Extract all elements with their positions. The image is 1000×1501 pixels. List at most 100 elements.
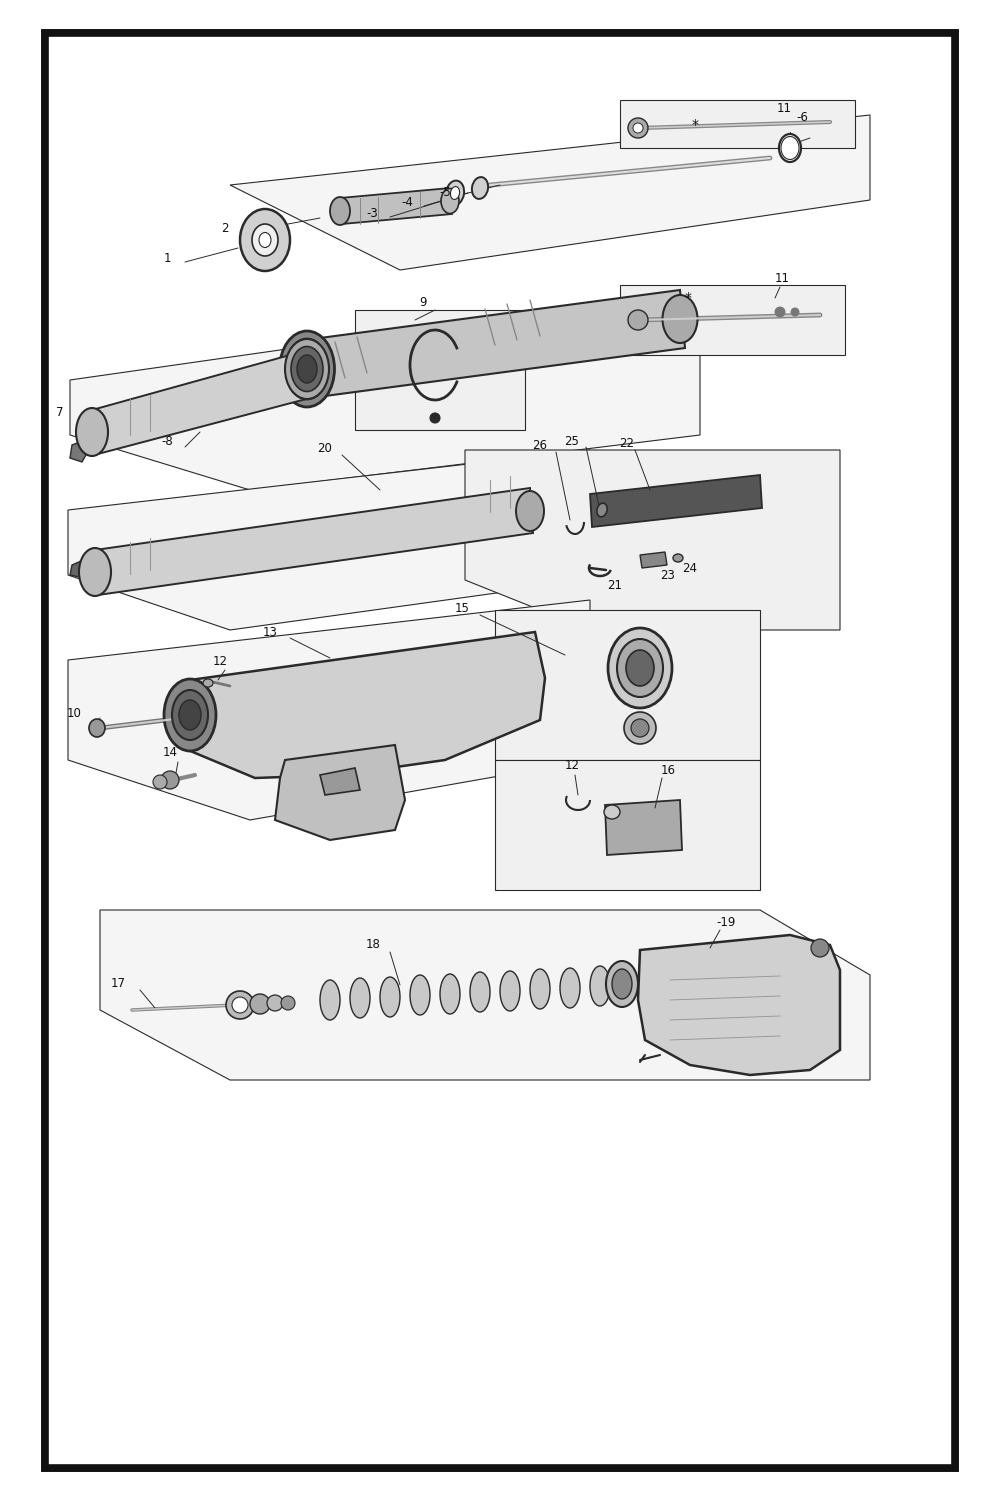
Circle shape xyxy=(281,997,295,1010)
Ellipse shape xyxy=(285,339,329,399)
Circle shape xyxy=(791,308,799,317)
Ellipse shape xyxy=(450,186,460,200)
Ellipse shape xyxy=(440,974,460,1015)
Text: 7: 7 xyxy=(56,405,64,419)
Text: 26: 26 xyxy=(532,438,548,452)
Ellipse shape xyxy=(779,134,801,162)
Circle shape xyxy=(430,413,440,423)
Ellipse shape xyxy=(89,719,105,737)
Text: 20: 20 xyxy=(318,441,332,455)
Circle shape xyxy=(775,308,785,317)
Text: -6: -6 xyxy=(796,111,808,123)
Ellipse shape xyxy=(240,209,290,272)
Polygon shape xyxy=(355,311,525,429)
Ellipse shape xyxy=(203,678,213,687)
Text: *: * xyxy=(692,119,698,132)
Ellipse shape xyxy=(560,968,580,1009)
Ellipse shape xyxy=(259,233,271,248)
Polygon shape xyxy=(68,450,590,630)
Text: 9: 9 xyxy=(419,296,427,309)
Circle shape xyxy=(226,991,254,1019)
Ellipse shape xyxy=(350,979,370,1018)
Polygon shape xyxy=(230,116,870,270)
Text: 24: 24 xyxy=(682,561,698,575)
Text: 16: 16 xyxy=(660,764,676,776)
Ellipse shape xyxy=(606,961,638,1007)
Ellipse shape xyxy=(673,554,683,561)
Text: 17: 17 xyxy=(110,977,126,989)
Ellipse shape xyxy=(530,970,550,1009)
Polygon shape xyxy=(590,474,762,527)
Polygon shape xyxy=(620,101,855,149)
Ellipse shape xyxy=(291,347,323,392)
Text: 25: 25 xyxy=(565,434,579,447)
Polygon shape xyxy=(275,744,405,841)
Polygon shape xyxy=(70,558,90,578)
Polygon shape xyxy=(495,760,760,890)
Text: -5: -5 xyxy=(439,186,451,198)
Circle shape xyxy=(161,772,179,790)
Ellipse shape xyxy=(500,971,520,1012)
Ellipse shape xyxy=(330,197,350,225)
Circle shape xyxy=(811,940,829,958)
Ellipse shape xyxy=(164,678,216,750)
Polygon shape xyxy=(68,600,590,820)
Ellipse shape xyxy=(172,690,208,740)
Circle shape xyxy=(232,997,248,1013)
Ellipse shape xyxy=(446,180,464,206)
Ellipse shape xyxy=(470,973,490,1012)
Ellipse shape xyxy=(286,339,328,399)
Ellipse shape xyxy=(472,177,488,200)
Polygon shape xyxy=(640,552,667,567)
Polygon shape xyxy=(638,935,840,1075)
Text: 13: 13 xyxy=(263,626,277,638)
Circle shape xyxy=(633,123,643,134)
Ellipse shape xyxy=(297,356,317,383)
Text: 12: 12 xyxy=(564,758,580,772)
Polygon shape xyxy=(92,350,310,455)
Text: -3: -3 xyxy=(366,207,378,219)
Ellipse shape xyxy=(179,699,201,729)
Circle shape xyxy=(624,711,656,744)
Ellipse shape xyxy=(252,224,278,257)
Text: 15: 15 xyxy=(455,602,469,614)
Ellipse shape xyxy=(662,296,698,344)
Ellipse shape xyxy=(608,627,672,708)
Text: 11: 11 xyxy=(774,272,790,285)
Polygon shape xyxy=(620,285,845,356)
Polygon shape xyxy=(465,450,840,630)
Polygon shape xyxy=(305,290,685,398)
Ellipse shape xyxy=(626,650,654,686)
Ellipse shape xyxy=(79,548,111,596)
Text: 22: 22 xyxy=(620,437,635,449)
Ellipse shape xyxy=(320,980,340,1021)
Polygon shape xyxy=(70,440,87,462)
Text: *: * xyxy=(684,291,692,305)
Ellipse shape xyxy=(280,332,334,407)
Text: 2: 2 xyxy=(221,222,229,234)
Ellipse shape xyxy=(590,967,610,1006)
Text: 21: 21 xyxy=(608,578,622,591)
Ellipse shape xyxy=(604,805,620,820)
Circle shape xyxy=(628,119,648,138)
Polygon shape xyxy=(100,910,870,1081)
Polygon shape xyxy=(185,632,545,778)
Text: -8: -8 xyxy=(161,434,173,447)
Ellipse shape xyxy=(516,491,544,531)
Circle shape xyxy=(153,775,167,790)
Text: 11: 11 xyxy=(776,102,792,114)
Text: -19: -19 xyxy=(716,916,736,929)
Text: 23: 23 xyxy=(661,569,675,581)
Text: 10: 10 xyxy=(67,707,81,719)
Text: 12: 12 xyxy=(212,654,228,668)
Text: 1: 1 xyxy=(163,252,171,264)
Ellipse shape xyxy=(612,970,632,1000)
Text: 18: 18 xyxy=(366,938,380,950)
Ellipse shape xyxy=(617,639,663,696)
Polygon shape xyxy=(340,188,452,224)
Polygon shape xyxy=(605,800,682,856)
Text: -4: -4 xyxy=(401,195,413,209)
Ellipse shape xyxy=(76,408,108,456)
Ellipse shape xyxy=(410,976,430,1015)
Circle shape xyxy=(267,995,283,1012)
